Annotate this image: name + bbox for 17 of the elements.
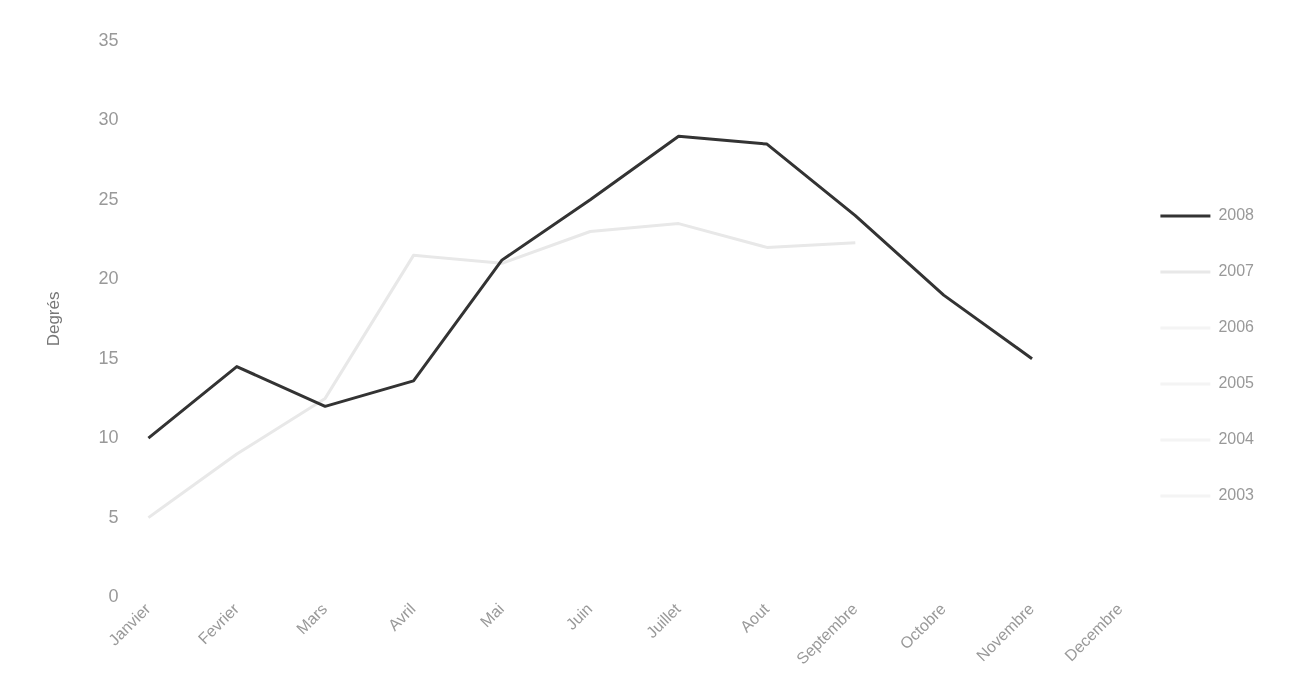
y-tick-label: 25 [98, 188, 119, 209]
y-tick-label: 15 [98, 347, 119, 368]
legend-label: 2005 [1218, 374, 1255, 392]
y-tick-label: 0 [108, 586, 119, 607]
y-tick-label: 20 [98, 268, 119, 289]
legend-label: 2004 [1218, 430, 1255, 448]
legend-label: 2006 [1218, 318, 1255, 336]
y-tick-label: 5 [108, 506, 119, 527]
y-tick-label: 30 [98, 109, 119, 130]
y-tick-label: 35 [98, 29, 119, 50]
legend-label: 2003 [1218, 486, 1255, 504]
x-tick-label: Juin [562, 600, 596, 633]
y-axis-title: Degrés [43, 291, 63, 347]
y-tick-label: 10 [98, 427, 119, 448]
x-tick-label: Mai [476, 600, 508, 631]
legend-label: 2008 [1218, 206, 1255, 224]
legend-label: 2007 [1218, 262, 1255, 280]
